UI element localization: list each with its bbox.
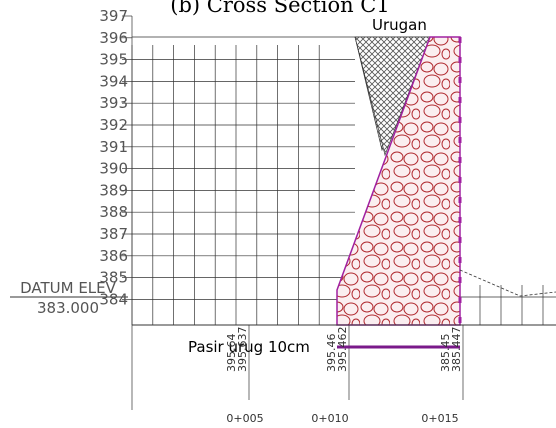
elevation-label: 397 [99,7,128,25]
elevation-label: 394 [99,72,128,90]
ground-level: 385.45 [439,334,452,373]
urugan-fill [354,36,431,157]
elevation-label: 387 [99,225,128,243]
elevation-label: 388 [99,203,128,221]
station-label: 0+005 [226,412,263,425]
fill-label: Urugan [372,16,427,34]
station-label: 0+015 [421,412,458,425]
elevation-label: 393 [99,94,128,112]
elevation-label: 384 [99,290,128,308]
datum-label: DATUM ELEV [20,279,117,297]
elevation-label: 385 [99,269,128,287]
ground-level: 395.64 [225,334,238,373]
grid [122,15,556,410]
ground-level: 385.447 [450,327,463,373]
elevation-label: 386 [99,247,128,265]
title: (b) Cross Section C1 [170,0,390,17]
base-label: Pasir urug 10cm [188,338,310,356]
ground-line [459,269,556,297]
elevation-label: 389 [99,181,128,199]
datum-value: 383.000 [37,299,99,317]
ground-level: 395.637 [236,327,249,373]
ground-level: 395.46 [325,334,338,373]
elevation-label: 392 [99,116,128,134]
station-label: 0+010 [311,412,348,425]
elevation-label: 396 [99,29,128,47]
elevation-label: 391 [99,138,128,156]
elevation-label: 390 [99,160,128,178]
ground-level: 395.462 [336,327,349,373]
elevation-label: 395 [99,51,128,69]
